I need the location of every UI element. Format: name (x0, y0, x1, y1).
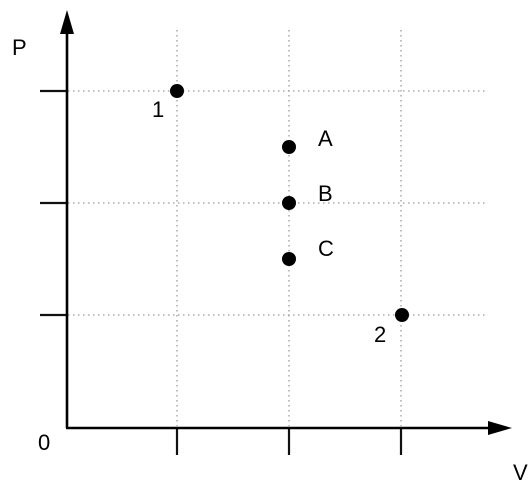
point-a (282, 140, 296, 154)
ticks (40, 89, 403, 455)
point-label-1: 1 (152, 97, 164, 122)
point-label-c: C (318, 236, 334, 261)
origin-label: 0 (38, 430, 50, 455)
y-axis-label: P (12, 35, 27, 60)
point-b (282, 196, 296, 210)
point-c (282, 252, 296, 266)
point-label-2: 2 (374, 322, 386, 347)
point-1 (170, 84, 184, 98)
grid (68, 30, 486, 426)
state-points (170, 84, 409, 322)
y-axis-arrowhead (60, 10, 74, 34)
axes (60, 10, 512, 435)
point-label-a: A (318, 126, 333, 151)
point-labels: 1 A B C 2 (152, 97, 386, 347)
point-2 (395, 308, 409, 322)
x-axis-label: V (513, 460, 528, 485)
x-axis-arrowhead (488, 421, 512, 435)
point-label-b: B (318, 181, 333, 206)
